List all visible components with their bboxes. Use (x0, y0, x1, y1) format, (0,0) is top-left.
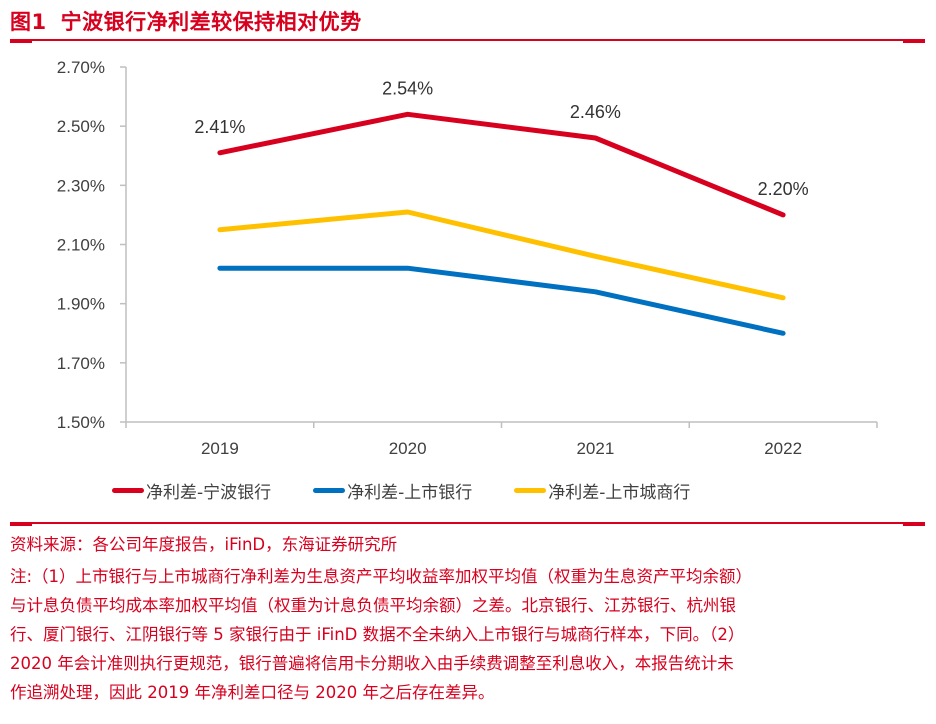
x-tick-label: 2022 (764, 439, 802, 458)
source-note: 资料来源：各公司年度报告，iFinD，东海证券研究所 (10, 535, 398, 554)
legend-item-city-banks[interactable]: 净利差-上市城商行 (514, 478, 690, 503)
footnote-line: 注:（1）上市银行与上市城商行净利差为生息资产平均收益率加权平均值（权重为生息资… (10, 567, 753, 586)
y-tick-label: 2.50% (57, 117, 105, 136)
figure-title: 图1 宁波银行净利差较保持相对优势 (10, 6, 362, 36)
data-label: 2.54% (382, 78, 433, 98)
x-tick-label: 2020 (389, 439, 427, 458)
y-tick-label: 2.10% (57, 236, 105, 255)
x-tick-label: 2021 (576, 439, 614, 458)
series-layer (217, 111, 786, 336)
y-tick-label: 2.70% (57, 58, 105, 77)
figure-title-text: 宁波银行净利差较保持相对优势 (60, 10, 362, 34)
footnote-line: 作追溯处理，因此 2019 年净利差口径与 2020 年之后存在差异。 (10, 683, 495, 702)
legend-item-ningbo[interactable]: 净利差-宁波银行 (112, 478, 271, 503)
series-line-city-banks (217, 209, 786, 301)
figure-number: 图1 (10, 10, 47, 34)
data-label: 2.20% (758, 179, 809, 199)
y-tick-label: 1.50% (57, 413, 105, 432)
legend: 净利差-宁波银行 净利差-上市银行 净利差-上市城商行 (112, 478, 732, 503)
legend-swatch-red (112, 488, 144, 493)
data-label: 2.41% (194, 117, 245, 137)
footnote-line: 2020 年会计准则执行更规范，银行普遍将信用卡分期收入由手续费调整至利息收入，… (10, 654, 734, 673)
legend-label: 净利差-上市城商行 (548, 483, 691, 503)
data-labels: 2.41% 2.54% 2.46% 2.20% (194, 78, 808, 199)
legend-label: 净利差-上市银行 (347, 483, 473, 503)
legend-label: 净利差-宁波银行 (146, 483, 272, 503)
legend-swatch-yellow (514, 488, 547, 493)
y-axis: 1.50% 1.70% 1.90% 2.10% 2.30% 2.50% 2.70% (57, 58, 127, 432)
series-line-listed-banks (217, 265, 786, 336)
footnote-line: 与计息负债平均成本率加权平均值（权重为计息负债平均余额）之差。北京银行、江苏银行… (10, 596, 736, 615)
line-chart: 1.50% 1.70% 1.90% 2.10% 2.30% 2.50% 2.70% 2019… (57, 58, 878, 458)
x-axis: 2019 2020 2021 2022 (125, 421, 878, 458)
legend-item-listed-banks[interactable]: 净利差-上市银行 (313, 478, 472, 503)
y-tick-label: 1.70% (57, 354, 105, 373)
footnotes: 注:（1）上市银行与上市城商行净利差为生息资产平均收益率加权平均值（权重为生息资… (10, 562, 932, 707)
x-tick-label: 2019 (201, 439, 239, 458)
series-line-ningbo (217, 111, 786, 218)
y-tick-label: 1.90% (57, 295, 105, 314)
y-tick-label: 2.30% (57, 176, 105, 195)
title-divider (10, 39, 925, 43)
source-divider (10, 522, 925, 526)
legend-swatch-blue (313, 488, 346, 493)
footnote-line: 行、厦门银行、江阴银行等 5 家银行由于 iFinD 数据不全未纳入上市银行与城… (10, 625, 745, 644)
data-label: 2.46% (570, 102, 621, 122)
